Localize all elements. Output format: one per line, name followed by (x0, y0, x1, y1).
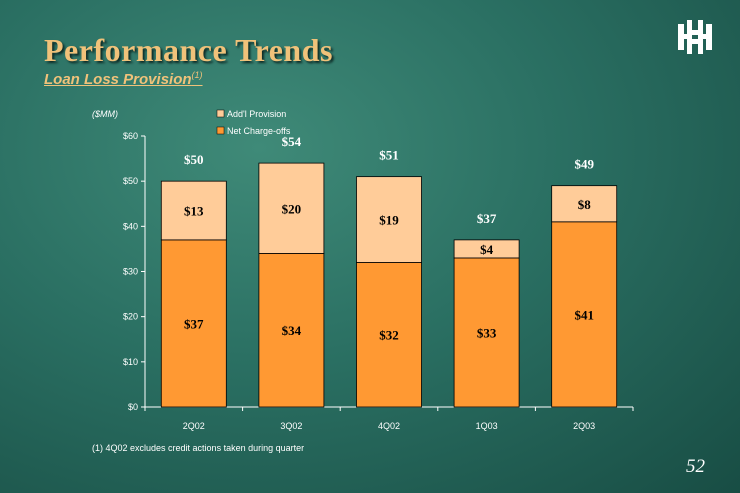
data-label-addl-provision: $4 (480, 242, 494, 257)
x-tick-label: 2Q03 (573, 421, 595, 431)
x-tick-label: 3Q02 (280, 421, 302, 431)
bar-addl-provision (258, 162, 325, 254)
data-label-addl-provision: $13 (184, 204, 204, 219)
page-title: Performance Trends (44, 32, 333, 68)
legend-swatch (216, 126, 225, 135)
y-tick-label: $0 (128, 402, 138, 412)
legend-label: Add'l Provision (227, 109, 286, 119)
y-tick-label: $30 (123, 267, 138, 277)
data-label-net-chargeoffs: $37 (184, 316, 204, 331)
footnote: (1) 4Q02 excludes credit actions taken d… (92, 443, 305, 453)
subtitle-text: Loan Loss Provision (44, 71, 192, 88)
bar-addl-provision (453, 239, 520, 259)
bar-addl-provision (551, 185, 618, 223)
legend-label: Net Charge-offs (227, 126, 291, 136)
page-number: 52 (686, 456, 705, 477)
y-tick-label: $10 (123, 357, 138, 367)
y-tick-label: $40 (123, 221, 138, 231)
bar-net-chargeoffs (258, 253, 325, 408)
bar-net-chargeoffs (356, 262, 422, 408)
legend-swatch (216, 109, 225, 118)
data-label-addl-provision: $19 (379, 213, 399, 228)
x-tick-label: 2Q02 (183, 421, 205, 431)
bar-net-chargeoffs (453, 257, 520, 408)
bar-net-chargeoffs (160, 239, 227, 408)
bank-logo-icon (678, 20, 712, 54)
data-label-addl-provision: $8 (578, 197, 592, 212)
footnote-mark: (1) (191, 70, 203, 80)
total-label: $50 (184, 152, 204, 167)
bar-addl-provision (160, 180, 227, 241)
x-tick-label: 4Q02 (378, 421, 400, 431)
data-label-net-chargeoffs: $41 (574, 307, 594, 322)
data-label-net-chargeoffs: $33 (477, 325, 497, 340)
total-label: $37 (477, 211, 497, 226)
chart-subtitle: Loan Loss Provision(1) (44, 70, 203, 88)
bar-addl-provision (356, 176, 422, 263)
x-tick-label: 1Q03 (476, 421, 498, 431)
total-label: $51 (379, 148, 399, 163)
total-label: $54 (282, 134, 302, 149)
y-tick-label: $50 (123, 176, 138, 186)
data-label-net-chargeoffs: $32 (379, 328, 399, 343)
y-tick-label: $60 (123, 131, 138, 141)
y-axis-unit-label: ($MM) (92, 109, 118, 119)
data-label-addl-provision: $20 (282, 201, 302, 216)
data-label-net-chargeoffs: $34 (282, 323, 302, 338)
total-label: $49 (574, 157, 594, 172)
y-tick-label: $20 (123, 312, 138, 322)
